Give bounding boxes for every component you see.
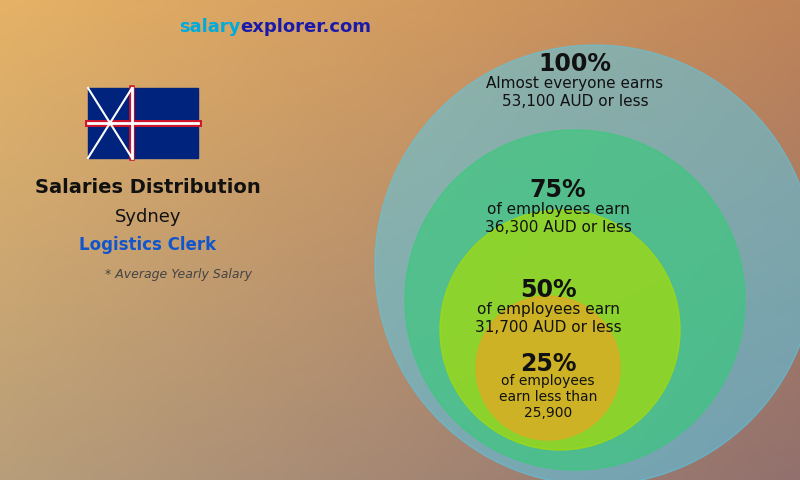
Text: 25,900: 25,900 [524, 406, 572, 420]
Text: Almost everyone earns: Almost everyone earns [486, 76, 663, 91]
Text: of employees: of employees [502, 374, 594, 388]
Text: Salaries Distribution: Salaries Distribution [35, 178, 261, 197]
Circle shape [405, 130, 745, 470]
Text: 31,700 AUD or less: 31,700 AUD or less [474, 320, 622, 335]
Text: 75%: 75% [530, 178, 586, 202]
Text: * Average Yearly Salary: * Average Yearly Salary [105, 268, 252, 281]
Circle shape [440, 210, 680, 450]
Text: 100%: 100% [538, 52, 611, 76]
Text: 25%: 25% [520, 352, 576, 376]
Text: Sydney: Sydney [114, 208, 182, 226]
Text: of employees earn: of employees earn [477, 302, 619, 317]
Text: 53,100 AUD or less: 53,100 AUD or less [502, 94, 648, 109]
Text: salary: salary [178, 18, 240, 36]
Text: 50%: 50% [520, 278, 576, 302]
Circle shape [375, 45, 800, 480]
Text: 36,300 AUD or less: 36,300 AUD or less [485, 220, 631, 235]
Text: of employees earn: of employees earn [486, 202, 630, 217]
Circle shape [476, 296, 620, 440]
Text: Logistics Clerk: Logistics Clerk [79, 236, 217, 254]
Text: earn less than: earn less than [499, 390, 597, 404]
Bar [88, 88, 198, 158]
Text: explorer.com: explorer.com [240, 18, 371, 36]
